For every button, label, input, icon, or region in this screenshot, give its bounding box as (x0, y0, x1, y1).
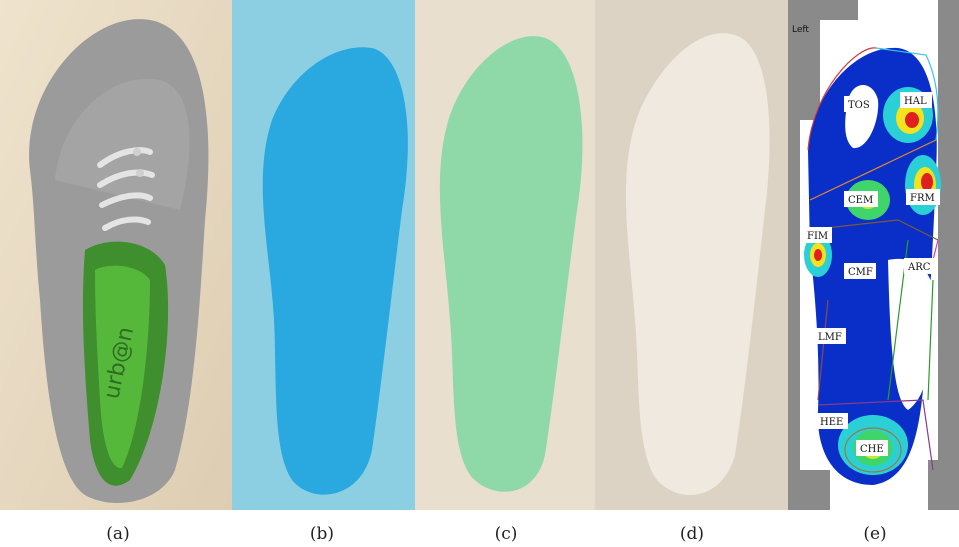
caption-b: (b) (309, 524, 335, 544)
panel-d-white-insole-photo (595, 0, 788, 510)
region-labels: TOS HAL CEM FRM FIM CMF ARC LMF HEE CHE (804, 92, 940, 456)
region-label-arc: ARC (907, 262, 931, 273)
side-label: Left (792, 25, 809, 35)
shoe-illustration: urb@n (0, 0, 232, 510)
blue-insole-illustration (232, 0, 415, 510)
region-label-cem: CEM (848, 195, 873, 206)
panel-a-shoe-photo: urb@n (0, 0, 232, 510)
caption-a: (a) (106, 524, 130, 544)
region-label-hal: HAL (904, 96, 927, 107)
region-label-frm: FRM (910, 193, 935, 204)
caption-d: (d) (679, 524, 705, 544)
panel-b-blue-insole-photo (232, 0, 415, 510)
panel-e-pressure-map: Left TOS (788, 0, 959, 510)
green-insole-illustration (415, 0, 595, 510)
caption-e: (e) (863, 524, 887, 544)
region-label-tos: TOS (848, 100, 870, 111)
region-label-fim: FIM (807, 231, 828, 242)
region-label-hee: HEE (820, 417, 843, 428)
caption-c: (c) (494, 524, 518, 544)
region-label-lmf: LMF (818, 332, 842, 343)
white-insole-illustration (595, 0, 788, 510)
panel-c-green-insole-photo (415, 0, 595, 510)
pressure-map-figure: Left TOS (788, 0, 959, 510)
region-label-che: CHE (860, 444, 884, 455)
region-label-cmf: CMF (848, 267, 873, 278)
